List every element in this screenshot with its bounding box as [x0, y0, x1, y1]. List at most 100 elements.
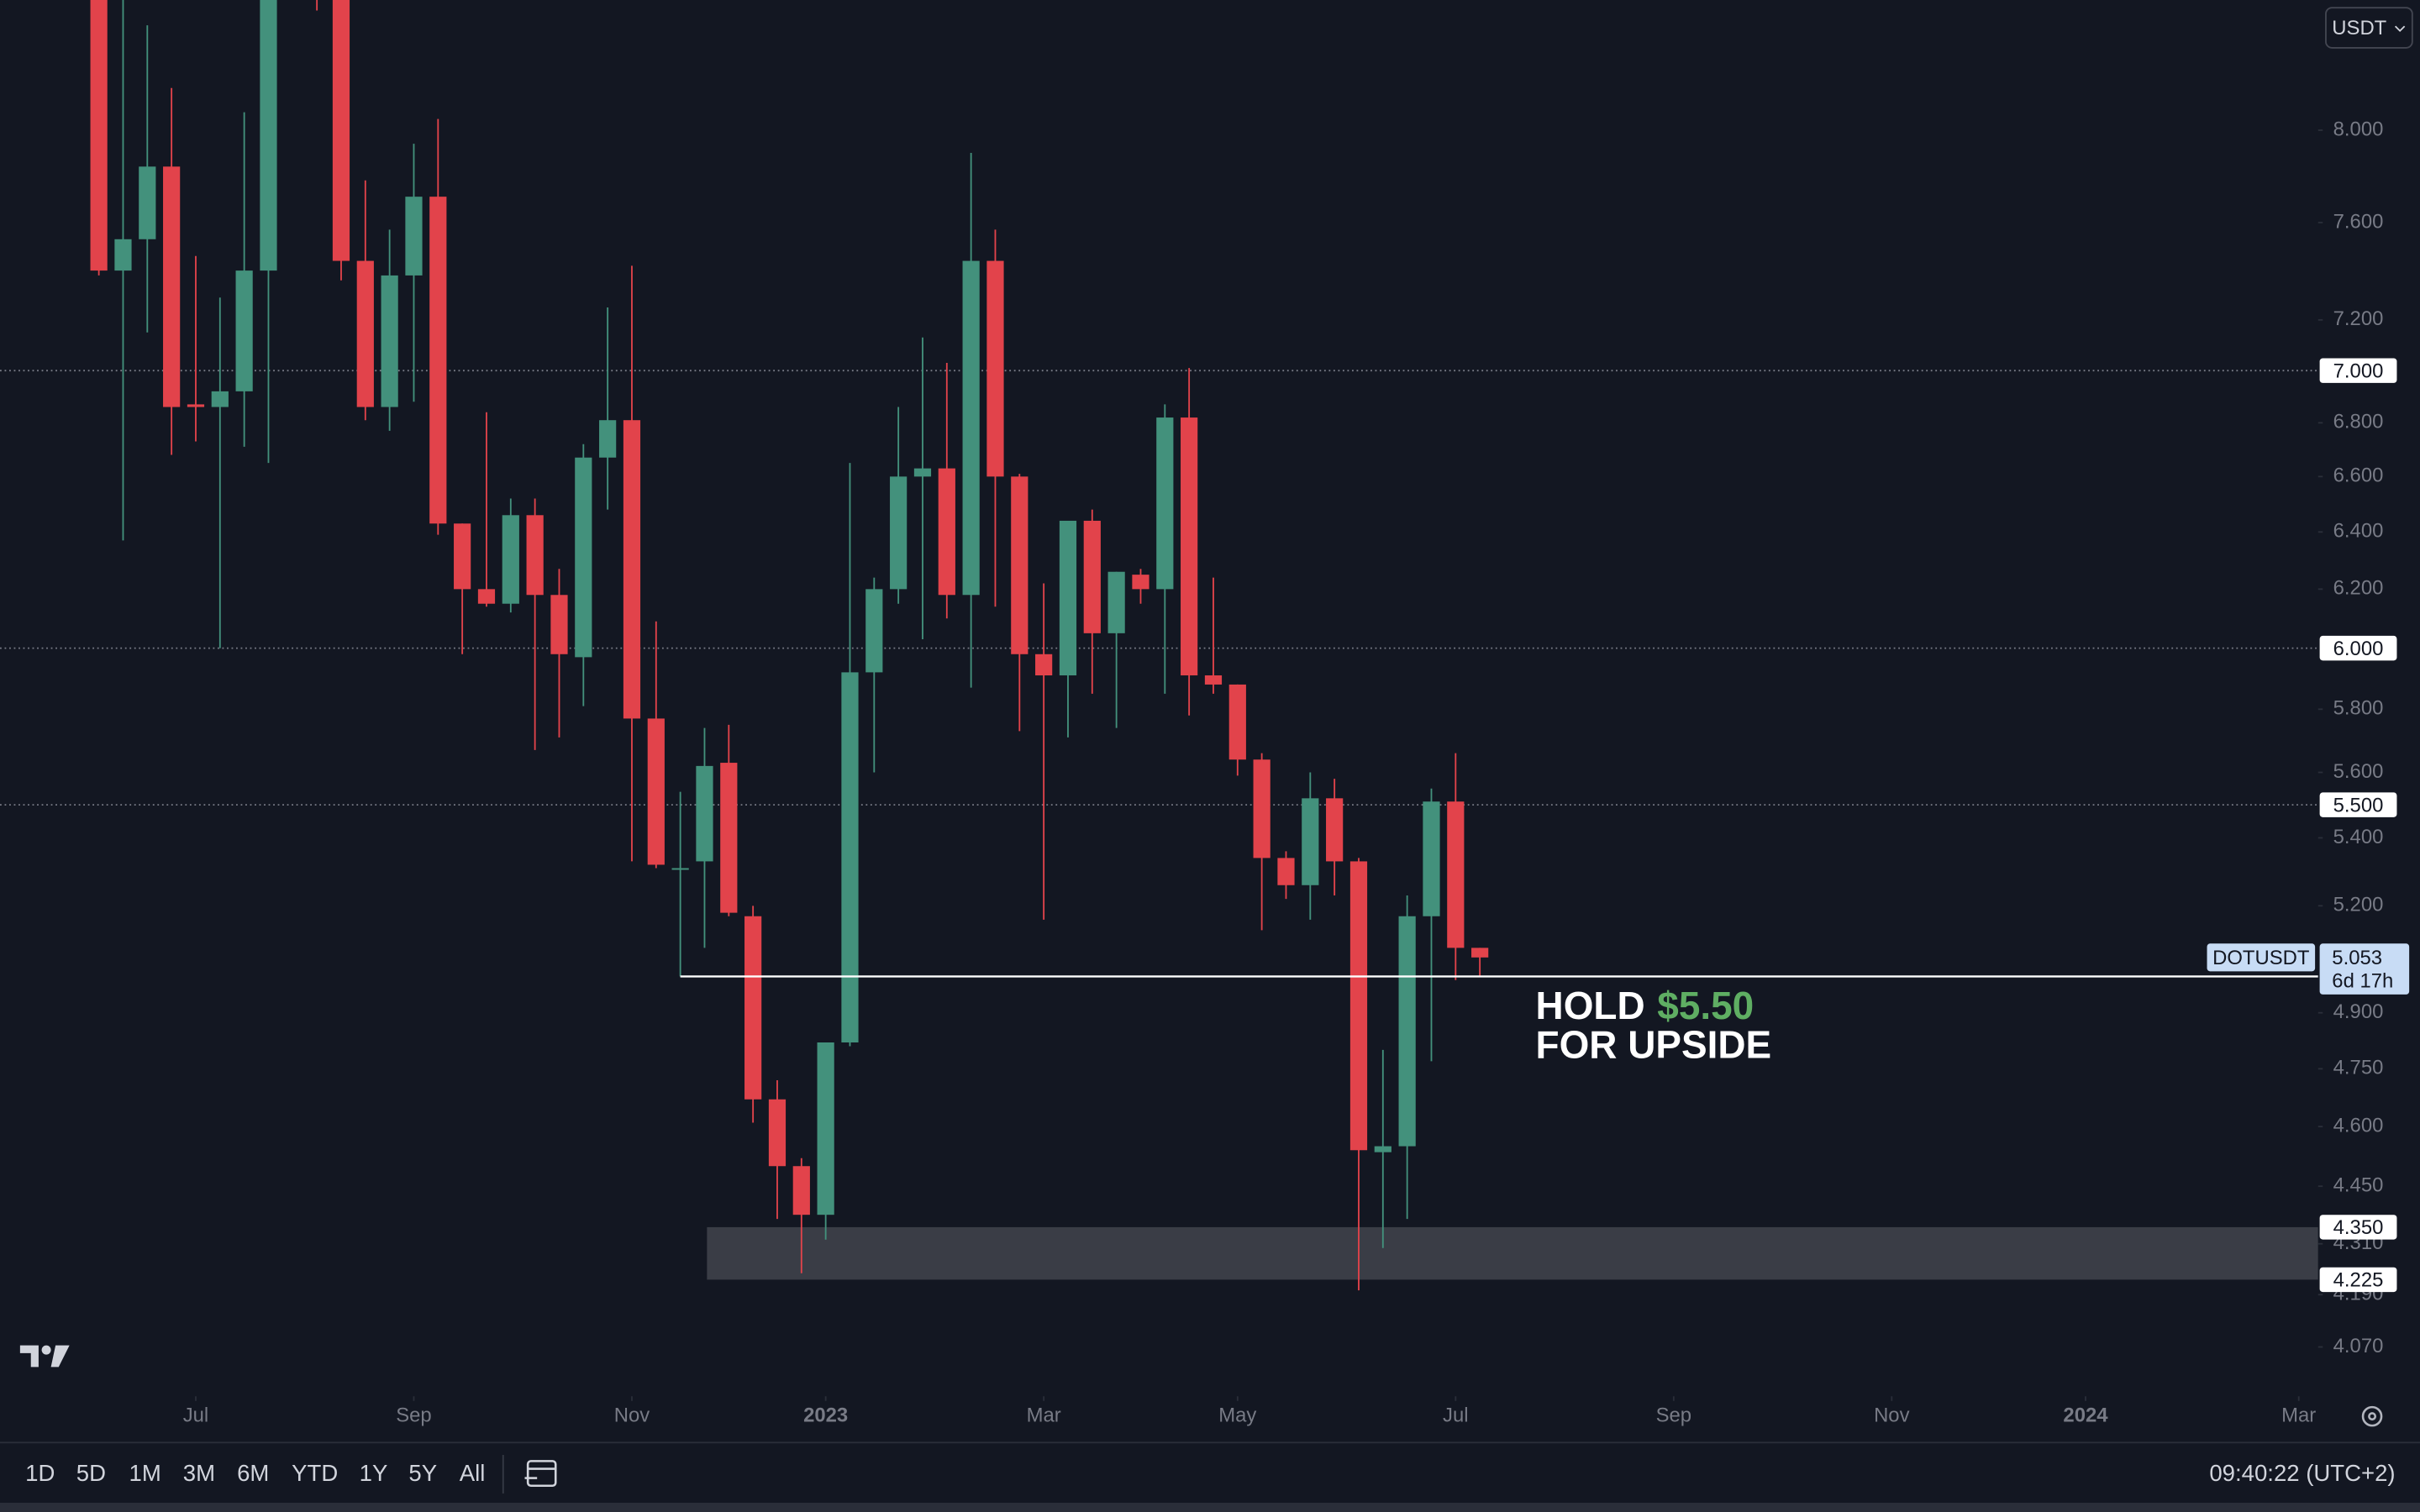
- candle-body: [986, 260, 1004, 477]
- y-tick-label: 5.600: [2333, 760, 2384, 783]
- candle-body: [1107, 571, 1125, 633]
- range-button[interactable]: 6M: [237, 1460, 269, 1486]
- range-button[interactable]: 5Y: [408, 1460, 437, 1486]
- candle-body: [1035, 654, 1053, 676]
- candle-body: [1156, 417, 1174, 590]
- x-tick-label: Jul: [1443, 1404, 1468, 1426]
- annotation: HOLD $5.50: [1536, 984, 1754, 1027]
- candle-body: [696, 765, 713, 862]
- currency-button[interactable]: [2325, 7, 2413, 49]
- clock: 09:40:22 (UTC+2): [2209, 1460, 2395, 1486]
- candle-body: [792, 1166, 810, 1215]
- y-tick-label: 5.200: [2333, 894, 2384, 916]
- candle-body: [1228, 684, 1246, 760]
- y-tick-label: 4.450: [2333, 1174, 2384, 1197]
- price-label: 5.053: [2332, 947, 2382, 969]
- candle-body: [1471, 948, 1489, 958]
- candle-body: [890, 476, 908, 590]
- y-tick-label: 4.070: [2333, 1335, 2384, 1357]
- candle-body: [647, 718, 665, 865]
- candle-body: [962, 260, 980, 596]
- countdown: 6d 17h: [2332, 970, 2393, 993]
- currency[interactable]: USDT: [2332, 17, 2386, 39]
- candle-body: [671, 868, 689, 870]
- range-button[interactable]: 1D: [25, 1460, 55, 1486]
- date-range-icon[interactable]: [524, 1460, 557, 1488]
- tradingview-logo[interactable]: [19, 1345, 70, 1368]
- zone-label-box: [2319, 1215, 2397, 1240]
- candle-body: [1423, 801, 1440, 916]
- x-tick-label: Sep: [396, 1404, 431, 1426]
- candle-body: [865, 589, 883, 673]
- candle-body: [1204, 675, 1223, 685]
- x-tick-label: Mar: [1027, 1404, 1061, 1426]
- candle-body: [114, 239, 132, 271]
- candle-body: [332, 0, 350, 261]
- candle-body: [477, 589, 496, 604]
- candle-body: [502, 515, 519, 604]
- candle-body: [90, 0, 108, 271]
- x-tick-label: 2023: [803, 1404, 848, 1426]
- candle-body: [841, 672, 859, 1043]
- x-tick-label: Sep: [1656, 1404, 1691, 1426]
- range-button[interactable]: 3M: [183, 1460, 215, 1486]
- candle-body: [1277, 858, 1295, 885]
- candle-body: [1059, 520, 1077, 676]
- level-label-box: [2319, 358, 2397, 383]
- annotation-text: HOLD: [1536, 984, 1645, 1027]
- candle-body: [1132, 575, 1150, 590]
- candle-body: [356, 260, 374, 407]
- y-tick-label: 4.750: [2333, 1057, 2384, 1079]
- zone-label-box: [2319, 1267, 2397, 1293]
- range-button[interactable]: 1M: [129, 1460, 161, 1486]
- plot-area: [0, 0, 2318, 1291]
- chevron: [2394, 25, 2406, 33]
- candle-body: [1011, 476, 1028, 654]
- candle-body: [1374, 1146, 1392, 1152]
- y-tick-label: 6.400: [2333, 520, 2384, 543]
- y-tick-label: 6.600: [2333, 465, 2384, 487]
- candle-body: [623, 420, 641, 719]
- annotation-text: FOR UPSIDE: [1536, 1022, 1772, 1066]
- range-button[interactable]: 5D: [76, 1460, 106, 1486]
- candle-body: [163, 166, 181, 407]
- zone-label: 4.225: [2333, 1269, 2384, 1292]
- annotation-highlight: $5.50: [1657, 984, 1754, 1027]
- candle-body: [1302, 798, 1319, 885]
- range-button[interactable]: YTD: [292, 1460, 338, 1486]
- level-label: 6.000: [2333, 638, 2384, 660]
- candle-body: [139, 166, 156, 239]
- level-label: 7.000: [2333, 360, 2384, 382]
- candle-body: [1447, 801, 1465, 948]
- y-tick-label: 8.000: [2333, 118, 2384, 140]
- candle-body: [913, 468, 932, 477]
- candle-body: [720, 763, 738, 913]
- candle-body: [1349, 861, 1368, 1151]
- candle-body: [938, 468, 955, 596]
- settings-icon[interactable]: [2361, 1405, 2383, 1427]
- candle-body: [1083, 520, 1101, 633]
- zone-label: 4.350: [2333, 1216, 2384, 1239]
- candle-body: [1398, 916, 1416, 1147]
- y-tick-label: 6.200: [2333, 577, 2384, 600]
- candle-body: [1326, 798, 1344, 862]
- candle-body: [235, 270, 253, 391]
- candle-body: [817, 1042, 834, 1215]
- candle-body: [454, 523, 471, 590]
- y-tick-label: 5.400: [2333, 826, 2384, 848]
- candle-body: [1253, 759, 1270, 858]
- candle-body: [526, 515, 544, 596]
- y-tick-label: 4.900: [2333, 1000, 2384, 1023]
- candle-body: [575, 457, 592, 658]
- candle-body: [260, 0, 277, 271]
- candle-body: [429, 197, 447, 524]
- price-box: [2319, 943, 2410, 995]
- range-button[interactable]: 1Y: [360, 1460, 388, 1486]
- y-tick-label: 4.600: [2333, 1114, 2384, 1137]
- x-tick-label: 2024: [2063, 1404, 2108, 1426]
- candle-body: [211, 391, 229, 407]
- range-button[interactable]: All: [460, 1460, 486, 1486]
